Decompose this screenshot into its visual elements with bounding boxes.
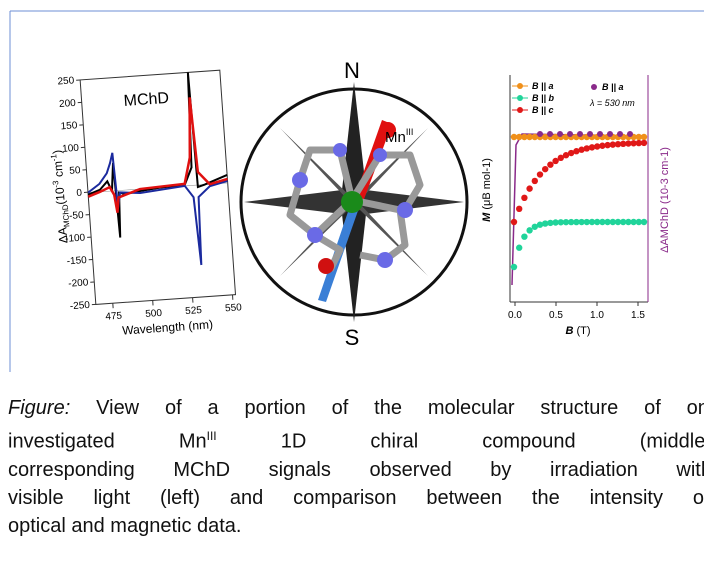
y-tick-label: -100 (65, 232, 86, 244)
figure: MChD ΔAMChD(10-3 cm-1) Wavelength (nm) 2… (0, 0, 704, 380)
y-tick-label: 250 (57, 75, 75, 87)
caption-text: visible light (left) and comparison betw… (8, 487, 704, 509)
dot (627, 131, 633, 137)
y-tick-label: -150 (66, 255, 87, 267)
caption-line: corresponding MChD signals observed by i… (8, 456, 704, 484)
dot (521, 233, 527, 239)
compass-south: S (345, 325, 360, 350)
x-axis-label: Wavelength (nm) (122, 317, 214, 337)
spectrum (82, 95, 229, 214)
x-tick-label: 0.0 (508, 310, 522, 321)
dot (617, 131, 623, 137)
left-panel: MChD ΔAMChD(10-3 cm-1) Wavelength (nm) 2… (44, 65, 244, 342)
x-tick-label: 475 (105, 311, 123, 323)
x-tick-label: 500 (145, 308, 163, 320)
page: MChD ΔAMChD(10-3 cm-1) Wavelength (nm) 2… (0, 0, 704, 565)
legend-label: B || b (532, 93, 555, 103)
legend-marker (517, 107, 523, 113)
caption-text: View of a portion of the molecular struc… (96, 397, 704, 419)
label-part: M (481, 212, 493, 222)
dot (641, 219, 647, 225)
annotation: λ = 530 nm (589, 98, 635, 108)
label-part: (10 (53, 187, 68, 206)
x-tick-label: 525 (185, 305, 203, 317)
dot (577, 131, 583, 137)
y-axis-label: M (μB mol-1) (481, 158, 493, 222)
dot (547, 161, 553, 167)
x-tick-label: 1.5 (631, 310, 645, 321)
caption-text: III (207, 429, 217, 443)
dot (511, 219, 517, 225)
right-panel: M (μB mol-1) ΔAMChD (10-3 cm-1) B (T) B … (481, 75, 671, 337)
dot (557, 131, 563, 137)
x-tick-label: 0.5 (549, 310, 563, 321)
dot (641, 134, 647, 140)
dot (597, 131, 603, 137)
compass-north: N (344, 58, 360, 83)
caption-line: Figure: View of a portion of the molecul… (8, 394, 704, 422)
dot (567, 131, 573, 137)
panel-title: MChD (123, 90, 169, 110)
x-tick-label: 1.0 (590, 310, 604, 321)
y-tick-label: 100 (62, 143, 80, 155)
spectrum (85, 145, 233, 272)
x-tick-label: 550 (225, 302, 243, 314)
dot (587, 131, 593, 137)
y-tick-label: 200 (59, 98, 77, 110)
dot (542, 166, 548, 172)
label-part: III (406, 127, 414, 137)
dot (516, 206, 522, 212)
dot (526, 227, 532, 233)
legend-label: B || a (602, 82, 624, 92)
legend-marker (591, 84, 597, 90)
curve (512, 134, 645, 285)
y-tick-label: -250 (70, 300, 91, 312)
label-part: (μB mol-1) (481, 158, 493, 210)
dot (641, 140, 647, 146)
y-axis-label: ΔAMChD(10-3 cm-1) (49, 149, 72, 244)
middle-panel: N S MnIII (241, 58, 467, 350)
y-tick-label: 0 (76, 188, 83, 199)
legend-marker (517, 95, 523, 101)
legend-label: B || c (532, 105, 554, 115)
label-part: Mn (385, 129, 406, 146)
dot (511, 264, 517, 270)
caption-text: investigated Mn (8, 431, 207, 453)
atom (318, 258, 334, 274)
y-tick-label: -200 (68, 277, 89, 289)
dot (532, 178, 538, 184)
dot (537, 171, 543, 177)
caption-label: Figure: (8, 397, 70, 419)
caption-line: visible light (left) and comparison betw… (8, 484, 704, 512)
dot (516, 245, 522, 251)
dot (526, 185, 532, 191)
dot (521, 195, 527, 201)
legend-label: B || a (532, 81, 554, 91)
y-tick-label: 50 (69, 165, 81, 177)
caption: Figure: View of a portion of the molecul… (8, 394, 704, 540)
legend-marker (517, 83, 523, 89)
dot (607, 131, 613, 137)
dot (537, 131, 543, 137)
y-tick-label: 150 (60, 120, 78, 132)
y2-axis-label: ΔAMChD (10-3 cm-1) (659, 147, 671, 253)
y-tick-label: -50 (69, 210, 85, 222)
x-axis-label: B (T) (565, 325, 590, 337)
mn-atom (341, 191, 363, 213)
label-part: cm (51, 161, 66, 181)
caption-line: optical and magnetic data. (8, 512, 704, 540)
label-part: (T) (576, 325, 590, 337)
caption-text: optical and magnetic data. (8, 515, 242, 537)
caption-line: investigated MnIII 1D chiral compound (m… (8, 422, 704, 456)
label-part: B (565, 325, 573, 337)
caption-text: 1D chiral compound (middle) (281, 431, 704, 453)
caption-text: corresponding MChD signals observed by i… (8, 459, 704, 481)
dot (547, 131, 553, 137)
